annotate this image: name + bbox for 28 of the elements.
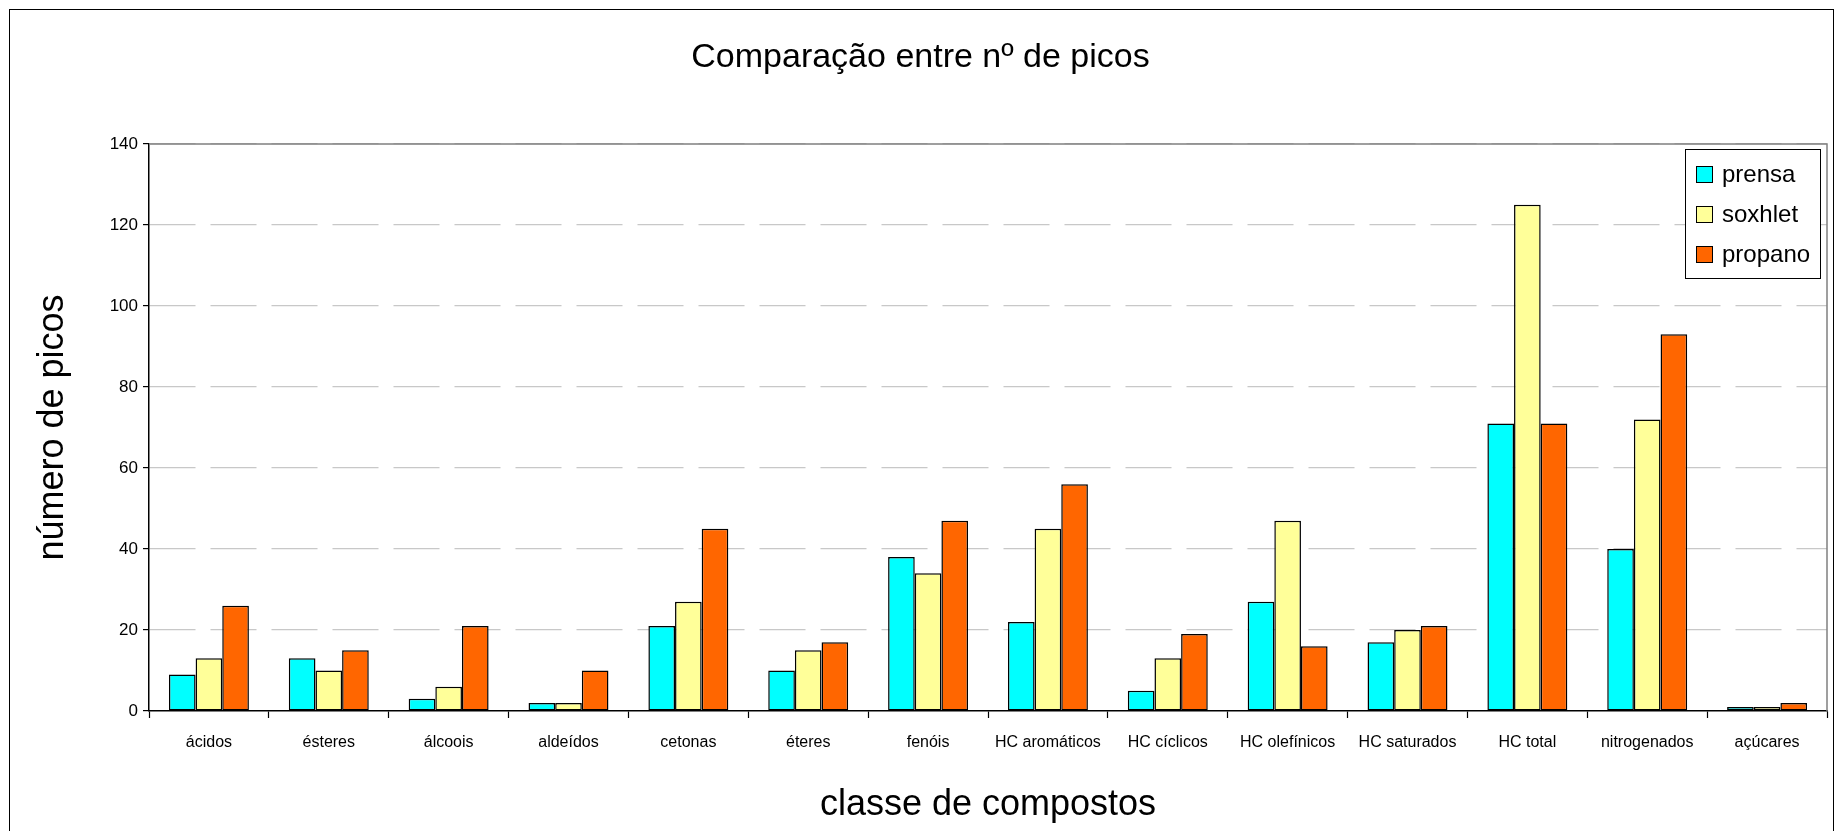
x-tick-label: HC olefínicos [1240,733,1336,751]
x-tick-label: álcoois [423,733,474,751]
chart-title: Comparação entre nº de picos [691,36,1150,75]
y-tick-label: 40 [119,538,138,558]
legend-label: soxhlet [1722,200,1799,228]
legend-label: prensa [1722,160,1796,188]
x-tick-label: cetonas [660,733,717,751]
y-axis-title: número de picos [29,294,71,561]
y-tick-label: 0 [128,700,138,720]
y-tick-label: 20 [119,619,138,639]
y-tick-label: 80 [119,376,138,396]
x-tick-label: nitrogenados [1600,733,1694,751]
y-tick-label: 120 [109,214,138,234]
x-tick-label: ácidos [185,733,233,751]
y-tick-label: 140 [109,133,138,153]
x-tick-label: aldeídos [538,733,599,751]
x-tick-label: ésteres [302,733,356,751]
x-tick-label: HC saturados [1358,733,1457,751]
y-tick-label: 60 [119,457,138,477]
y-tick-label: 100 [109,295,138,315]
x-axis-title: classe de compostos [819,782,1157,824]
legend-label: propano [1722,240,1811,268]
x-tick-label: HC aromáticos [995,733,1101,751]
x-tick-label: éteres [785,733,831,751]
x-tick-label: HC cíclicos [1127,733,1208,751]
x-tick-label: açúcares [1734,733,1800,751]
x-tick-label: HC total [1498,733,1557,751]
x-tick-label: fenóis [906,733,950,751]
